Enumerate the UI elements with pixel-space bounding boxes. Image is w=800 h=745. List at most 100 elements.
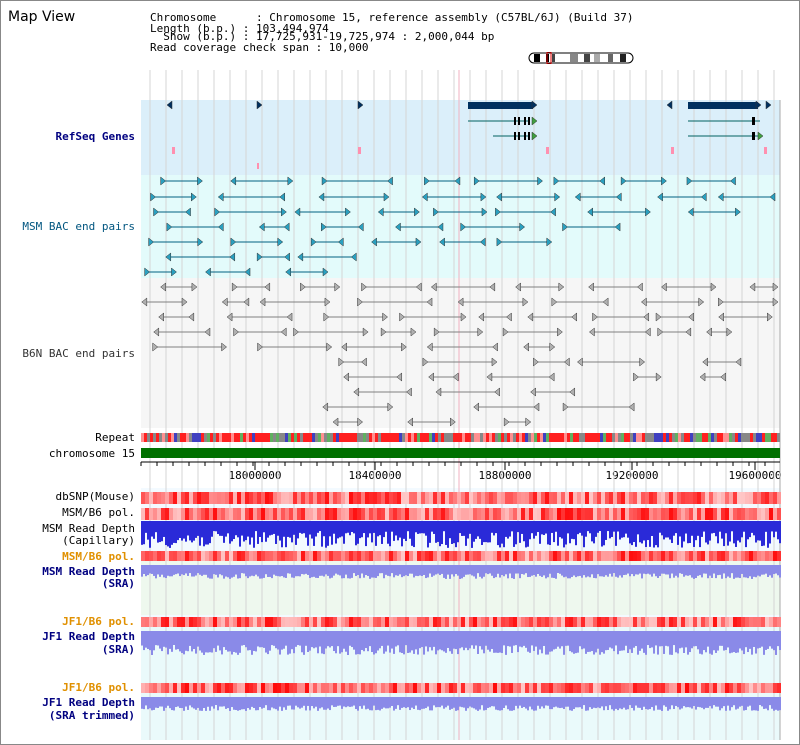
jf1-sra-depth-bar: [407, 631, 409, 653]
b6n-end-marker: [502, 327, 509, 337]
jf1-trimmed-depth-bar: [593, 697, 595, 708]
jf1-b6-pol-trimmed-heat-cell: [469, 683, 473, 693]
jf1-trimmed-depth-bar: [375, 697, 377, 711]
msm-b6-pol-sra-heat-cell: [521, 551, 525, 561]
jf1-trimmed-depth-bar: [401, 697, 403, 708]
jf1-sra-depth-bar: [539, 631, 541, 650]
jf1-trimmed-depth-bar: [251, 697, 253, 707]
chromosome-ideogram[interactable]: [528, 52, 634, 64]
jf1-b6-pol-heat-cell: [573, 617, 577, 627]
jf1-b6-pol-heat-cell: [481, 617, 485, 627]
jf1-trimmed-depth-bar: [521, 697, 523, 708]
msm-sra-depth-bar: [143, 565, 145, 574]
dbsnp-heat-cell: [745, 492, 749, 504]
dbsnp-heat-cell: [265, 492, 269, 504]
repeat-block: [747, 433, 750, 442]
msm-capillary-depth-bar: [345, 521, 347, 534]
msm-sra-depth-bar: [711, 565, 713, 578]
msm-b6-pol-sra-heat-cell: [269, 551, 273, 561]
dbsnp-heat-cell: [229, 492, 233, 504]
jf1-b6-pol-heat-cell: [685, 617, 689, 627]
jf1-sra-depth-bar: [773, 631, 775, 651]
jf1-trimmed-depth-bar: [615, 697, 617, 709]
dbsnp-heat-cell: [141, 492, 145, 504]
msm-sra-depth-bar: [437, 565, 439, 574]
jf1-trimmed-depth-bar: [293, 697, 295, 710]
jf1-trimmed-depth-bar: [765, 697, 767, 709]
msm-capillary-depth-bar: [537, 521, 539, 533]
repeat-block: [618, 433, 621, 442]
jf1-b6-pol-heat-cell: [565, 617, 569, 627]
jf1-trimmed-depth-bar: [527, 697, 529, 711]
msm-capillary-depth-bar: [443, 521, 445, 532]
jf1-sra-depth-bar: [623, 631, 625, 651]
jf1-sra-depth-bar: [419, 631, 421, 649]
jf1-trimmed-depth-bar: [639, 697, 641, 708]
jf1-b6-pol-trimmed-heat-cell: [261, 683, 265, 693]
jf1-sra-depth-bar: [619, 631, 621, 651]
repeat-block: [525, 433, 528, 442]
jf1-sra-depth-bar: [455, 631, 457, 650]
msm-b6-pol-heat-cell: [197, 508, 201, 520]
msm-capillary-depth-bar: [279, 521, 281, 541]
msm-sra-depth-bar: [765, 565, 767, 574]
jf1-b6-pol-trimmed-heat-cell: [225, 683, 229, 693]
b6n-end-marker: [181, 297, 188, 307]
msm-bac-end-pairs-label: MSM BAC end pairs: [22, 220, 135, 233]
msm-capillary-depth-bar: [639, 521, 641, 543]
msm-sra-depth-bar: [725, 565, 727, 579]
msm-b6-pol-heat-cell: [689, 508, 693, 520]
jf1-b6-pol-trimmed-heat-cell: [217, 683, 221, 693]
repeat-block: [468, 433, 471, 442]
msm-sra-depth-bar: [631, 565, 633, 575]
msm-capillary-depth-bar: [447, 521, 449, 548]
jf1-b6-pol-trimmed-heat-cell: [605, 683, 609, 693]
b6n-end-marker: [362, 327, 369, 337]
msm-b6-pol-heat-cell: [617, 508, 621, 520]
repeat-block: [345, 433, 348, 442]
dbsnp-heat-cell: [389, 492, 393, 504]
b6n-end-marker: [515, 282, 521, 292]
dbsnp-heat-cell: [637, 492, 641, 504]
msm-capillary-depth-bar: [611, 521, 613, 537]
repeat-block: [597, 433, 600, 442]
jf1-b6-pol-trimmed-heat-cell: [245, 683, 249, 693]
b6n-end-marker: [357, 297, 363, 307]
msm-b6-pol-sra-heat-cell: [337, 551, 341, 561]
jf1-trimmed-depth-bar: [231, 697, 233, 708]
msm-b6-pol-sra-heat-cell: [733, 551, 737, 561]
dbsnp-heat-cell: [145, 492, 149, 504]
jf1-sra-depth-bar: [347, 631, 349, 655]
msm-sra-depth-bar: [719, 565, 721, 575]
b6n-end-marker: [406, 387, 412, 397]
jf1-trimmed-depth-bar: [687, 697, 689, 708]
jf1-trimmed-depth-bar: [241, 697, 243, 710]
jf1-sra-depth-bar: [677, 631, 679, 654]
msm-read-depth-sra-sub: (SRA): [101, 577, 135, 590]
jf1-trimmed-depth-bar: [605, 697, 607, 707]
jf1-b6-pol-heat-cell: [769, 617, 773, 627]
jf1-b6-pol-heat-cell: [453, 617, 457, 627]
jf1-trimmed-depth-bar: [755, 697, 757, 711]
bac-end-marker: [205, 267, 211, 277]
msm-sra-depth-bar: [365, 565, 367, 576]
msm-sra-depth-bar: [541, 565, 543, 577]
msm-sra-depth-bar: [543, 565, 545, 576]
jf1-sra-depth-bar: [165, 631, 167, 648]
msm-b6-pol-sra-heat-cell: [265, 551, 269, 561]
msm-capillary-depth-bar: [329, 521, 331, 537]
jf1-b6-pol-trimmed-heat-cell: [697, 683, 701, 693]
jf1-b6-pol-trimmed-heat-cell: [197, 683, 201, 693]
jf1-sra-depth-bar: [685, 631, 687, 648]
jf1-sra-depth-bar: [613, 631, 615, 652]
dbsnp-heat-cell: [561, 492, 565, 504]
repeat-block: [318, 433, 321, 442]
jf1-sra-depth-bar: [477, 631, 479, 654]
msm-sra-depth-bar: [641, 565, 643, 579]
jf1-trimmed-depth-bar: [653, 697, 655, 711]
jf1-b6-pol-trimmed-heat-cell: [597, 683, 601, 693]
jf1-trimmed-depth-bar: [155, 697, 157, 708]
jf1-sra-depth-bar: [683, 631, 685, 654]
jf1-trimmed-depth-bar: [273, 697, 275, 709]
